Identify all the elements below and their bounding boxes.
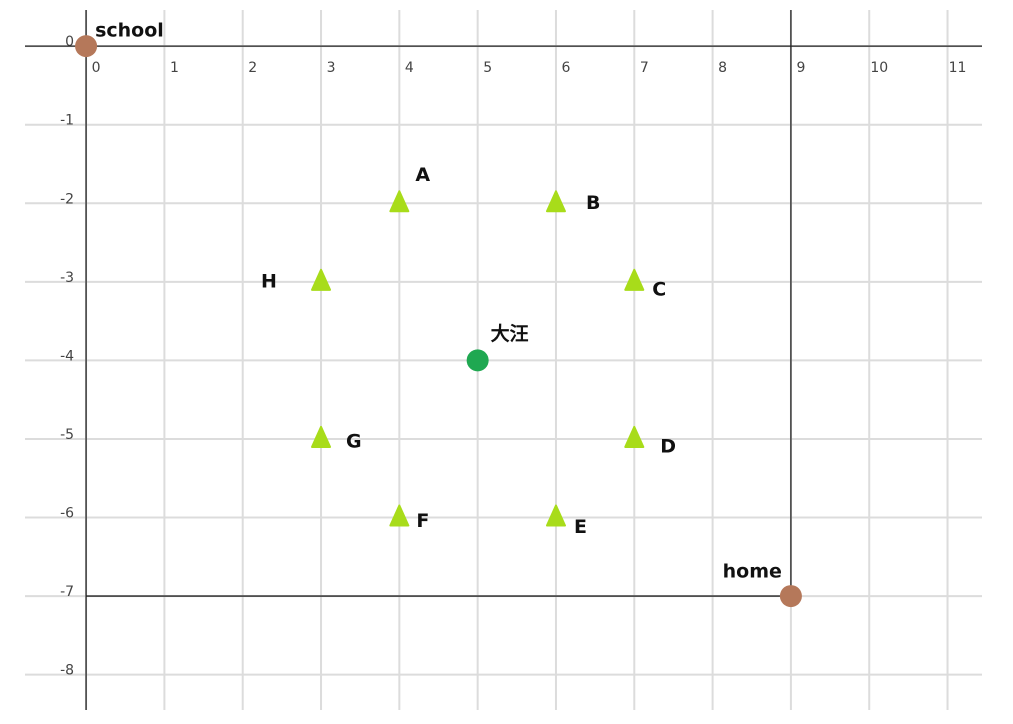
x-tick-label: 10	[870, 60, 888, 76]
point-label: school	[95, 20, 164, 42]
point	[779, 585, 802, 608]
point	[466, 349, 489, 372]
x-tick-label: 0	[92, 60, 101, 76]
y-tick-label: -6	[60, 506, 74, 522]
y-tick-label: -2	[60, 191, 74, 207]
point	[545, 504, 566, 527]
x-tick-label: 1	[170, 60, 179, 76]
point	[311, 425, 332, 448]
point-label: H	[261, 270, 277, 292]
point	[75, 35, 98, 58]
point-label: C	[652, 278, 666, 300]
point	[545, 190, 566, 213]
point	[389, 504, 410, 527]
y-tick-label: -8	[60, 663, 74, 679]
x-tick-label: 5	[483, 60, 492, 76]
x-tick-label: 7	[640, 60, 649, 76]
x-tick-label: 3	[327, 60, 336, 76]
point	[624, 425, 645, 448]
point-label: E	[574, 516, 587, 538]
point	[624, 268, 645, 291]
x-tick-label: 6	[562, 60, 571, 76]
y-tick-label: -3	[60, 270, 74, 286]
y-tick-label: -7	[60, 584, 74, 600]
y-tick-label: 0	[65, 34, 74, 50]
x-tick-label: 2	[248, 60, 257, 76]
x-tick-label: 11	[949, 60, 967, 76]
point-label: 大汪	[491, 322, 529, 345]
point	[389, 190, 410, 213]
y-tick-label: -1	[60, 113, 74, 129]
point-label: F	[416, 510, 429, 532]
y-tick-label: -4	[60, 348, 74, 364]
x-tick-label: 8	[718, 60, 727, 76]
point-label: B	[586, 192, 600, 214]
point	[311, 268, 332, 291]
point-label: A	[415, 164, 430, 186]
x-tick-label: 4	[405, 60, 414, 76]
point-label: D	[660, 435, 676, 457]
y-tick-label: -5	[60, 427, 74, 443]
point-label: G	[346, 430, 362, 452]
x-tick-label: 9	[796, 60, 805, 76]
point-label: home	[723, 561, 782, 583]
